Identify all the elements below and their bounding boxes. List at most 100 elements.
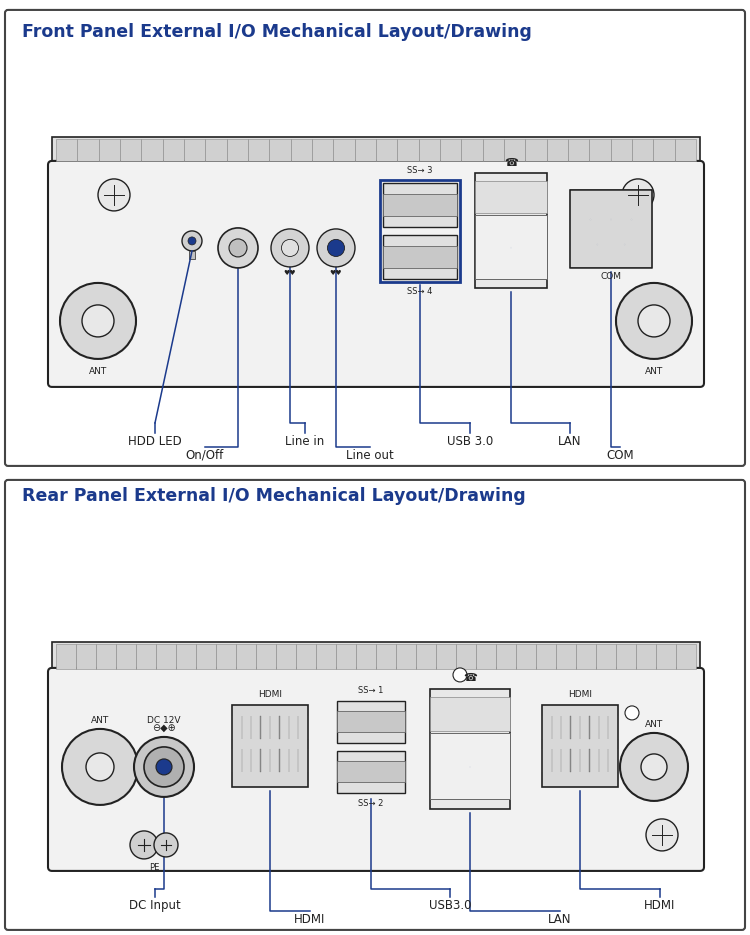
Circle shape: [82, 305, 114, 337]
Text: COM: COM: [601, 272, 622, 280]
Circle shape: [281, 239, 298, 256]
Bar: [590, 139, 610, 161]
Text: On/Off: On/Off: [186, 449, 224, 462]
Text: LAN: LAN: [548, 913, 572, 926]
Circle shape: [616, 283, 692, 359]
Bar: [333, 139, 355, 161]
Bar: [476, 644, 496, 669]
Text: ☎: ☎: [463, 673, 477, 683]
Bar: [542, 705, 618, 787]
Circle shape: [638, 305, 670, 337]
Circle shape: [86, 753, 114, 781]
FancyBboxPatch shape: [5, 480, 745, 930]
Bar: [610, 139, 632, 161]
Bar: [398, 139, 418, 161]
Bar: [436, 644, 456, 669]
Bar: [337, 712, 405, 732]
Bar: [616, 644, 636, 669]
Circle shape: [62, 729, 138, 805]
Circle shape: [130, 831, 158, 859]
Text: ⊖◆⊕: ⊖◆⊕: [152, 724, 176, 734]
Bar: [675, 139, 696, 161]
Bar: [196, 644, 216, 669]
Bar: [232, 705, 308, 787]
Bar: [525, 139, 547, 161]
Text: SS→ 3: SS→ 3: [407, 165, 433, 175]
Circle shape: [144, 747, 184, 787]
Bar: [380, 180, 460, 282]
Text: Line out: Line out: [346, 449, 394, 462]
Bar: [120, 139, 141, 161]
Circle shape: [453, 668, 467, 682]
FancyBboxPatch shape: [48, 161, 704, 387]
Bar: [356, 644, 376, 669]
Bar: [312, 139, 333, 161]
Text: ANT: ANT: [645, 367, 663, 376]
Bar: [291, 139, 312, 161]
Text: COM: COM: [606, 449, 634, 462]
Text: DC 12V: DC 12V: [147, 716, 181, 725]
Bar: [430, 689, 510, 809]
Bar: [576, 644, 596, 669]
Bar: [256, 644, 276, 669]
Bar: [475, 181, 547, 213]
Bar: [456, 644, 476, 669]
Bar: [269, 139, 291, 161]
Text: HDMI: HDMI: [258, 690, 282, 699]
Bar: [483, 139, 504, 161]
Text: LAN: LAN: [558, 435, 582, 448]
Bar: [568, 139, 590, 161]
Bar: [337, 701, 405, 743]
Bar: [383, 246, 457, 268]
Bar: [440, 139, 461, 161]
Text: Line in: Line in: [285, 435, 325, 448]
Circle shape: [218, 228, 258, 268]
Bar: [337, 761, 405, 783]
Bar: [156, 644, 176, 669]
Bar: [504, 139, 525, 161]
Text: ☎: ☎: [504, 158, 518, 168]
Text: PE: PE: [148, 863, 159, 872]
Bar: [206, 139, 226, 161]
Bar: [416, 644, 436, 669]
Bar: [475, 215, 547, 279]
Text: ANT: ANT: [88, 367, 107, 376]
Bar: [141, 139, 163, 161]
Text: SS→ 4: SS→ 4: [407, 287, 433, 295]
Text: Rear Panel External I/O Mechanical Layout/Drawing: Rear Panel External I/O Mechanical Layou…: [22, 487, 526, 505]
Bar: [184, 139, 206, 161]
Bar: [52, 137, 700, 165]
Text: ANT: ANT: [645, 720, 663, 729]
Bar: [556, 644, 576, 669]
Bar: [676, 644, 696, 669]
Circle shape: [317, 229, 355, 266]
Bar: [376, 644, 396, 669]
Bar: [176, 644, 196, 669]
Bar: [656, 644, 676, 669]
Bar: [76, 644, 96, 669]
Bar: [136, 644, 156, 669]
Circle shape: [188, 237, 196, 245]
Circle shape: [156, 759, 172, 775]
Bar: [461, 139, 483, 161]
FancyBboxPatch shape: [48, 668, 704, 870]
Circle shape: [271, 229, 309, 266]
Text: SS→ 2: SS→ 2: [358, 798, 384, 808]
Bar: [226, 139, 248, 161]
Bar: [419, 139, 440, 161]
Bar: [430, 733, 510, 799]
Bar: [516, 644, 536, 669]
Bar: [116, 644, 136, 669]
Circle shape: [154, 833, 178, 856]
Bar: [632, 139, 653, 161]
Circle shape: [60, 283, 136, 359]
FancyBboxPatch shape: [5, 10, 745, 466]
Circle shape: [328, 239, 344, 256]
Text: ♥♥: ♥♥: [284, 270, 296, 276]
Text: HDD LED: HDD LED: [128, 435, 182, 448]
Circle shape: [641, 754, 667, 780]
FancyBboxPatch shape: [570, 190, 652, 268]
Text: SS→ 1: SS→ 1: [358, 686, 384, 695]
Bar: [430, 698, 510, 731]
Circle shape: [622, 179, 654, 211]
